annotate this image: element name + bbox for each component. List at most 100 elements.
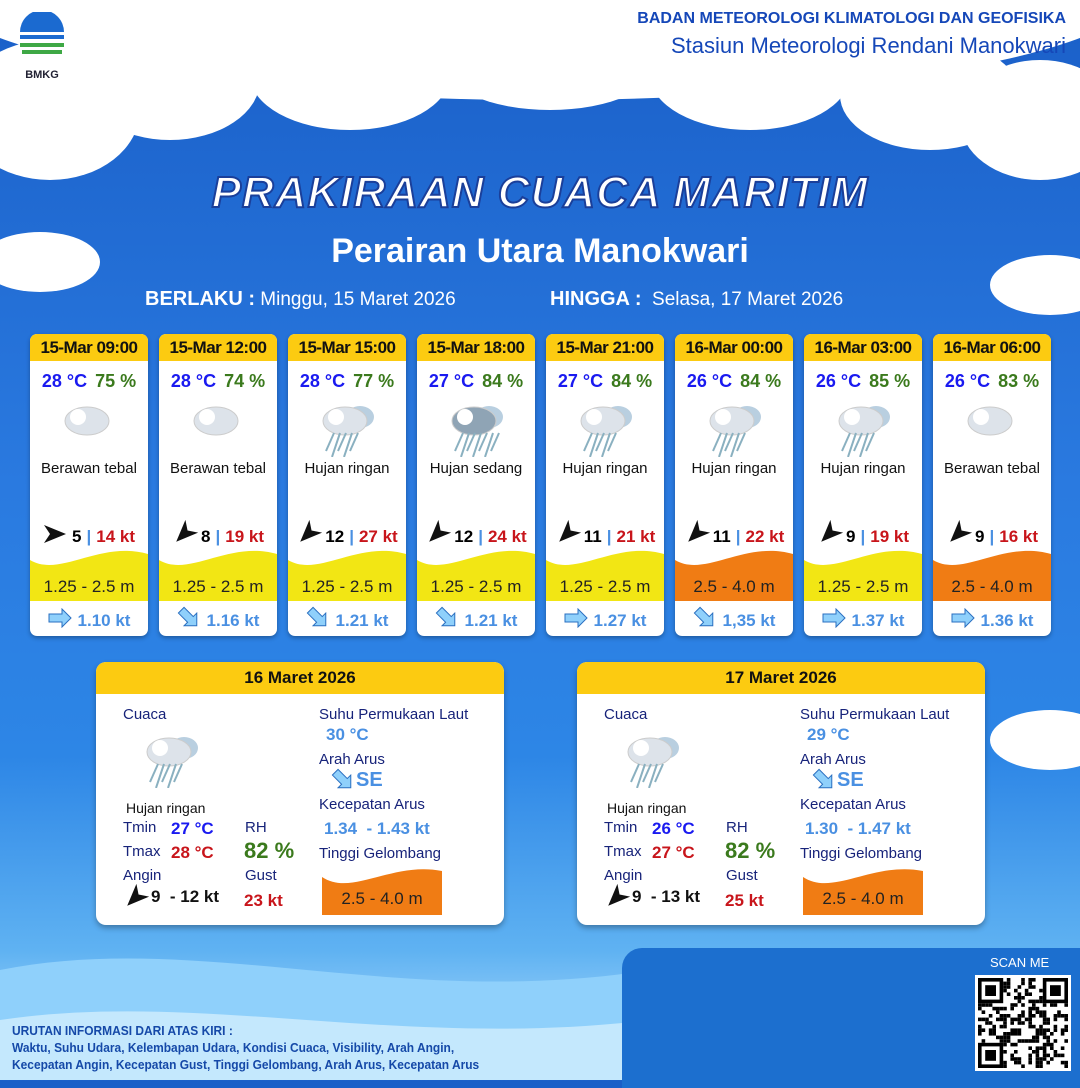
tmin-label: Tmin — [604, 819, 638, 836]
current-direction-icon — [331, 768, 355, 795]
wave-shape — [417, 550, 535, 601]
humidity: 84 % — [482, 371, 524, 391]
rh-value: 82 % — [725, 838, 776, 863]
forecast-time: 15-Mar 21:00 — [546, 334, 664, 361]
forecast-time: 15-Mar 12:00 — [159, 334, 277, 361]
current-direction-icon — [564, 607, 588, 633]
daily-panel: 17 Maret 2026 Cuaca Hujan ringan Tmin 26… — [577, 662, 985, 925]
wave-height: 1.25 - 2.5 m — [417, 548, 535, 601]
current-speed-value: 1.34 - 1.43 kt — [324, 819, 430, 838]
current-speed: 1.36 kt — [980, 610, 1034, 630]
wave-label: Tinggi Gelombang — [800, 845, 923, 862]
forecast-card: 15-Mar 09:00 28 °C 75 % Berawan tebal 5 | 1… — [30, 334, 148, 636]
gust-speed: 27 kt — [358, 526, 398, 546]
forecast-card: 15-Mar 21:00 27 °C 84 % Hujan ringan 11 | 2… — [546, 334, 664, 636]
current-speed: 1.37 kt — [851, 610, 905, 630]
air-temperature: 26 °C — [944, 371, 991, 391]
wind-direction-icon — [604, 883, 631, 913]
scan-me-label: SCAN ME — [990, 955, 1050, 970]
wave-height-value: 2.5 - 4.0 m — [822, 889, 904, 908]
weather-condition: Hujan sedang — [429, 460, 523, 477]
humidity: 75 % — [95, 371, 137, 391]
sst-value: 30 °C — [326, 725, 369, 744]
weather-condition: Berawan tebal — [170, 460, 266, 477]
page-subtitle: Perairan Utara Manokwari — [331, 232, 749, 270]
valid-to-date: Selasa, 17 Maret 2026 — [652, 289, 844, 310]
gust-value: 23 kt — [244, 891, 283, 910]
humidity: 85 % — [869, 371, 911, 391]
tmax-value: 28 °C — [171, 843, 214, 862]
humidity: 77 % — [353, 371, 395, 391]
air-temperature: 28 °C — [41, 371, 88, 391]
humidity: 84 % — [740, 371, 782, 391]
rh-value: 82 % — [244, 838, 295, 863]
wind-speed: 12 — [454, 526, 474, 546]
current-speed: 1.27 kt — [593, 610, 647, 630]
qr-code[interactable] — [975, 975, 1071, 1071]
weather-condition: Hujan ringan — [820, 460, 906, 477]
current-direction-icon — [306, 606, 330, 633]
wind-speed: 5 — [72, 526, 82, 546]
forecast-card: 16-Mar 00:00 26 °C 84 % Hujan ringan 11 | 2… — [675, 334, 793, 636]
daily-date: 16 Maret 2026 — [96, 662, 504, 694]
light-rain-icon — [136, 726, 206, 793]
air-temperature: 27 °C — [428, 371, 475, 391]
current-speed: 1.21 kt — [335, 610, 389, 630]
gust-speed: 22 kt — [745, 526, 785, 546]
tmin-label: Tmin — [123, 819, 157, 836]
tmax-label: Tmax — [604, 843, 642, 860]
wave-height-value: 2.5 - 4.0 m — [693, 577, 775, 596]
gust-speed: 16 kt — [999, 526, 1038, 546]
weather-label: Cuaca — [123, 706, 167, 723]
wind-value: 9 - 12 kt — [151, 887, 220, 906]
wind-speed: 9 — [846, 526, 856, 546]
light-rain-icon — [804, 396, 922, 457]
forecast-card: 15-Mar 12:00 28 °C 74 % Berawan tebal 8 | 1… — [159, 334, 277, 636]
sst-label: Suhu Permukaan Laut — [319, 706, 469, 723]
wind-speed: 11 — [712, 526, 731, 546]
wave-shape — [159, 550, 277, 601]
wind-label: Angin — [123, 867, 162, 884]
sst-label: Suhu Permukaan Laut — [800, 706, 950, 723]
wind-speed: 11 — [583, 526, 602, 546]
bmkg-logo: BMKG — [14, 10, 70, 81]
legend-title: URUTAN INFORMASI DARI ATAS KIRI : — [12, 1023, 233, 1038]
forecast-time: 16-Mar 03:00 — [804, 334, 922, 361]
weather-condition: Hujan ringan — [126, 800, 206, 816]
wind-speed: 9 — [975, 526, 985, 546]
current-direction-icon — [177, 606, 201, 633]
current-direction-icon — [435, 606, 459, 633]
forecast-card: 16-Mar 03:00 26 °C 85 % Hujan ringan 9 | 19… — [804, 334, 922, 636]
wind-speed: 12 — [325, 526, 345, 546]
forecast-card: 16-Mar 06:00 26 °C 83 % Berawan tebal 9 | 1… — [933, 334, 1051, 636]
cloudy-icon — [933, 396, 1051, 456]
wave-shape — [288, 550, 406, 601]
wave-height: 2.5 - 4.0 m — [322, 867, 442, 915]
air-temperature: 28 °C — [299, 371, 346, 391]
wave-height-value: 1.25 - 2.5 m — [301, 577, 393, 596]
forecast-time: 15-Mar 09:00 — [30, 334, 148, 361]
current-direction-icon — [822, 607, 846, 633]
gust-speed: 19 kt — [870, 526, 909, 546]
wave-shape — [322, 869, 442, 915]
wind-direction-icon — [123, 883, 150, 913]
current-direction-value: SE — [837, 769, 864, 791]
sea-wave-decoration — [0, 958, 650, 1080]
gust-speed: 24 kt — [487, 526, 527, 546]
gust-speed: 21 kt — [616, 526, 656, 546]
weather-condition: Hujan ringan — [304, 460, 390, 477]
wave-height-value: 1.25 - 2.5 m — [559, 577, 651, 596]
weather-condition: Berawan tebal — [944, 460, 1040, 477]
wind-direction-icon — [817, 519, 844, 549]
air-temperature: 28 °C — [170, 371, 217, 391]
wave-height: 2.5 - 4.0 m — [933, 548, 1051, 601]
light-rain-icon — [675, 396, 793, 457]
wave-height-value: 1.25 - 2.5 m — [430, 577, 522, 596]
wind-speed: 8 — [201, 526, 211, 546]
forecast-time: 15-Mar 18:00 — [417, 334, 535, 361]
forecast-card: 15-Mar 18:00 27 °C 84 % Hujan sedang 12 | 2… — [417, 334, 535, 636]
wave-height: 2.5 - 4.0 m — [803, 867, 923, 915]
wave-shape — [804, 550, 922, 601]
current-direction-label: Arah Arus — [319, 751, 385, 768]
daily-date: 17 Maret 2026 — [577, 662, 985, 694]
